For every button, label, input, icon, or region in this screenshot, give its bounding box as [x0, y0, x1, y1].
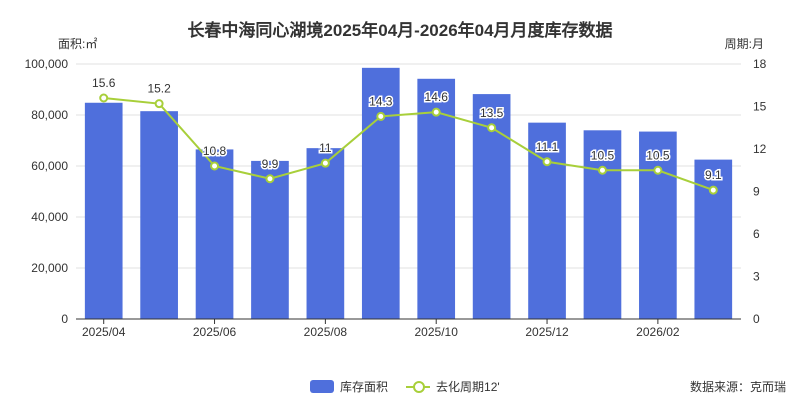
cycle-data-label: 10.8 [203, 144, 227, 158]
left-tick-label: 100,000 [25, 57, 69, 71]
cycle-data-label: 15.6 [92, 76, 116, 90]
cycle-point [431, 107, 441, 117]
x-tick-label: 2026/02 [636, 325, 680, 339]
legend-item-inventory[interactable]: 库存面积 [310, 378, 388, 395]
right-tick-label: 15 [753, 100, 767, 114]
cycle-data-label: 15.2 [147, 82, 171, 96]
bar [251, 160, 289, 319]
x-tick-label: 2025/12 [525, 325, 569, 339]
x-tick-label: 2025/08 [304, 325, 348, 339]
cycle-point [99, 93, 109, 103]
cycle-line [103, 97, 714, 192]
cycle-point [653, 165, 663, 175]
left-tick-label: 40,000 [31, 210, 68, 224]
right-tick-label: 12 [753, 142, 767, 156]
x-tick-label: 2025/10 [415, 325, 459, 339]
cycle-point [597, 165, 607, 175]
left-tick-label: 60,000 [31, 159, 68, 173]
left-axis-unit: 面积:㎡ [58, 37, 98, 51]
legend[interactable]: 库存面积 去化周期12' [310, 378, 518, 395]
bar [361, 67, 400, 319]
legend-swatch-bar [310, 380, 334, 393]
cycle-point [265, 174, 275, 184]
left-tick-label: 20,000 [31, 261, 68, 275]
bar [195, 149, 234, 319]
right-axis-unit: 周期:月 [724, 37, 764, 51]
cycle-data-label: 9.9 [262, 157, 279, 171]
cycle-point [708, 185, 718, 195]
cycle-point [210, 161, 220, 171]
cycle-data-label: 14.3 [369, 94, 393, 108]
left-tick-label: 0 [61, 312, 68, 326]
right-tick-label: 18 [753, 57, 767, 71]
bar [528, 122, 566, 320]
bar [140, 111, 178, 319]
cycle-point [154, 99, 164, 109]
bar [694, 159, 733, 319]
cycle-point [376, 111, 386, 121]
bar [417, 78, 456, 319]
data-source: 数据来源：克而瑞 [689, 380, 786, 394]
bar [84, 102, 123, 319]
chart-title: 长春中海同心湖境2025年04月-2026年04月月度库存数据 [187, 21, 613, 40]
legend-label-cycle: 去化周期12' [436, 380, 500, 394]
bar [639, 131, 677, 319]
right-tick-label: 6 [753, 227, 760, 241]
legend-swatch-line [406, 380, 431, 393]
right-tick-label: 3 [753, 270, 760, 284]
bar [306, 148, 345, 319]
cycle-data-label: 9.1 [705, 168, 722, 182]
cycle-data-label: 10.5 [591, 148, 615, 162]
cycle-point [487, 123, 497, 133]
legend-item-cycle[interactable]: 去化周期12' [406, 378, 500, 395]
left-tick-label: 80,000 [31, 108, 68, 122]
cycle-data-label: 11.1 [536, 140, 559, 154]
cycle-data-label: 13.5 [480, 106, 504, 120]
x-tick-label: 2025/04 [82, 325, 126, 339]
cycle-data-label: 11 [319, 141, 332, 155]
legend-label-inventory: 库存面积 [340, 380, 389, 394]
cycle-point [320, 158, 330, 168]
x-tick-label: 2025/06 [193, 325, 237, 339]
cycle-data-label: 14.6 [425, 90, 449, 104]
cycle-data-label: 10.5 [646, 148, 670, 162]
bar [583, 130, 622, 319]
cycle-point [542, 157, 552, 167]
right-tick-label: 0 [753, 312, 760, 326]
right-tick-label: 9 [753, 185, 760, 199]
